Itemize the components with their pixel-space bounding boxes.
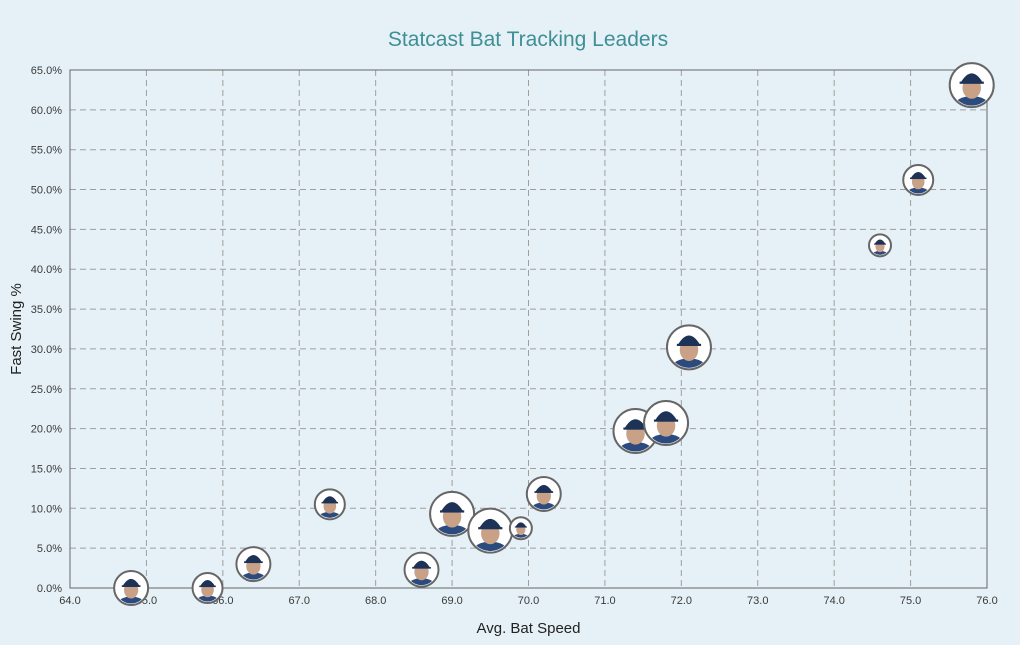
y-tick-label: 40.0% bbox=[31, 264, 62, 276]
grid bbox=[70, 70, 987, 588]
chart-title: Statcast Bat Tracking Leaders bbox=[387, 28, 669, 51]
x-tick-label: 64.0 bbox=[59, 595, 80, 607]
player-headshot-point bbox=[868, 233, 893, 258]
player-headshot-point bbox=[403, 551, 440, 588]
x-axis-ticks: 64.0 65.0 66.0 67.0 68.0 69.0 70.0 71.0 72.0 73.0… bbox=[59, 595, 997, 607]
y-tick-label: 45.0% bbox=[31, 224, 62, 236]
player-headshot-point bbox=[235, 546, 272, 583]
player-headshot-point bbox=[665, 324, 712, 371]
x-axis-label: Avg. Bat Speed bbox=[477, 620, 581, 637]
y-tick-label: 30.0% bbox=[31, 344, 62, 356]
y-tick-label: 0.0% bbox=[37, 583, 62, 595]
y-axis-ticks: 0.0% 5.0% 10.0% 15.0% 20.0% 25.0% 30.0% 35.0% 40… bbox=[31, 65, 62, 595]
y-tick-label: 15.0% bbox=[31, 463, 62, 475]
x-tick-label: 72.0 bbox=[671, 595, 692, 607]
x-tick-label: 67.0 bbox=[289, 595, 310, 607]
x-tick-label: 71.0 bbox=[594, 595, 615, 607]
x-tick-label: 73.0 bbox=[747, 595, 768, 607]
player-headshot-point bbox=[902, 163, 935, 196]
player-headshot-point bbox=[948, 62, 995, 109]
y-tick-label: 20.0% bbox=[31, 424, 62, 436]
player-headshot-point bbox=[113, 570, 150, 606]
player-headshot-point bbox=[508, 516, 533, 541]
x-tick-label: 75.0 bbox=[900, 595, 921, 607]
y-axis-label: Fast Swing % bbox=[8, 283, 25, 375]
y-tick-label: 5.0% bbox=[37, 543, 62, 555]
player-headshot-point bbox=[313, 488, 346, 521]
player-headshot-point bbox=[525, 475, 562, 512]
y-tick-label: 50.0% bbox=[31, 185, 62, 197]
y-tick-label: 60.0% bbox=[31, 105, 62, 117]
y-tick-label: 10.0% bbox=[31, 503, 62, 515]
player-headshot-point bbox=[191, 572, 224, 604]
player-headshot-point bbox=[429, 490, 476, 537]
x-tick-label: 70.0 bbox=[518, 595, 539, 607]
player-headshot-point bbox=[643, 400, 690, 447]
player-headshot-point bbox=[467, 507, 514, 554]
x-tick-label: 69.0 bbox=[441, 595, 462, 607]
y-tick-label: 55.0% bbox=[31, 145, 62, 157]
plot-area-border bbox=[69, 69, 988, 589]
x-tick-label: 68.0 bbox=[365, 595, 386, 607]
y-tick-label: 35.0% bbox=[31, 304, 62, 316]
data-points bbox=[113, 62, 995, 606]
y-tick-label: 25.0% bbox=[31, 384, 62, 396]
y-tick-label: 65.0% bbox=[31, 65, 62, 77]
x-tick-label: 74.0 bbox=[823, 595, 844, 607]
x-tick-label: 76.0 bbox=[976, 595, 997, 607]
